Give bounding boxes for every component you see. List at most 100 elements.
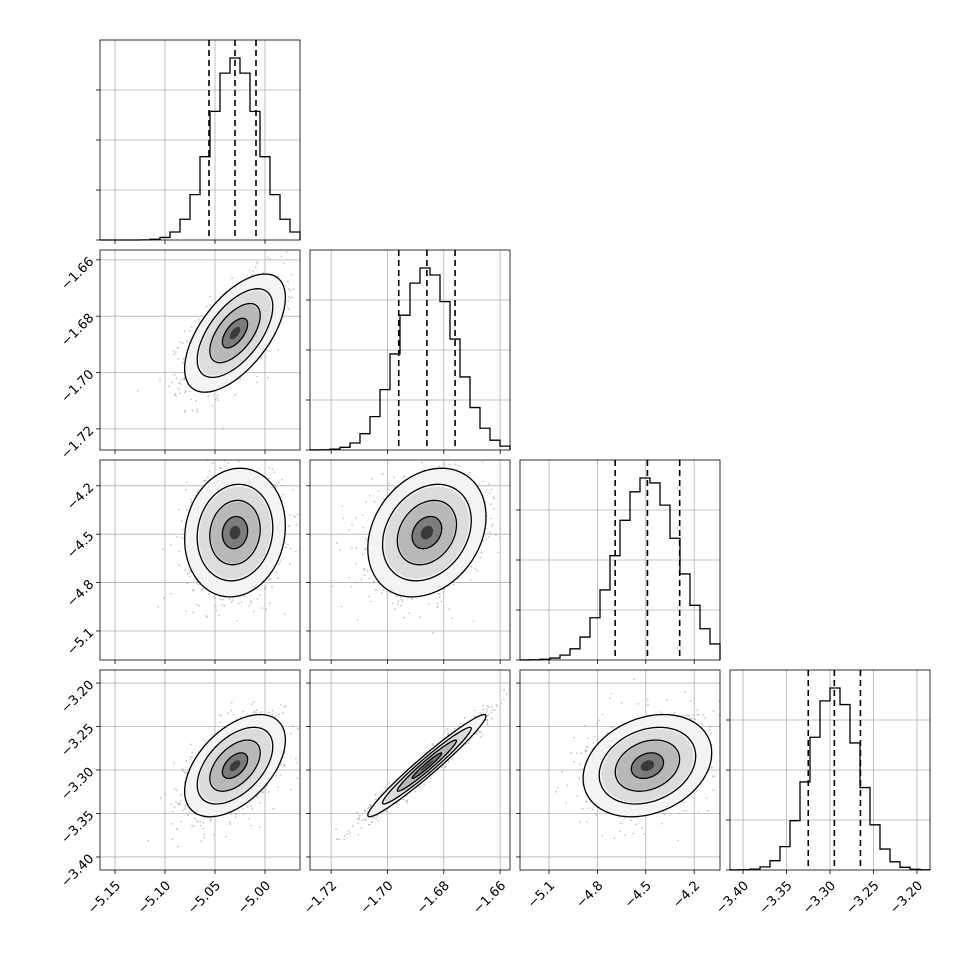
scatter-point — [283, 763, 285, 766]
scatter-point — [203, 479, 205, 482]
scatter-point — [348, 576, 350, 579]
scatter-point — [301, 302, 303, 304]
scatter-point — [383, 498, 385, 501]
scatter-point — [606, 731, 609, 734]
scatter-point — [301, 505, 303, 507]
scatter-point — [432, 744, 434, 747]
scatter-point — [477, 730, 480, 733]
scatter-point — [492, 496, 495, 499]
scatter-point — [280, 255, 283, 258]
scatter-point — [364, 810, 366, 812]
scatter-point — [197, 583, 200, 586]
scatter-point — [482, 708, 485, 711]
scatter-point — [440, 766, 443, 768]
scatter-point — [231, 277, 234, 279]
scatter-point — [190, 498, 193, 501]
scatter-point — [277, 786, 280, 789]
scatter-point — [281, 493, 284, 496]
scatter-point — [248, 604, 251, 607]
y-tick-label: −1.70 — [59, 367, 98, 406]
scatter-point — [173, 373, 176, 376]
scatter-point — [457, 464, 460, 467]
scatter-point — [179, 383, 182, 385]
scatter-point — [365, 819, 367, 822]
scatter-point — [180, 793, 182, 796]
scatter-point — [621, 720, 623, 723]
scatter-point — [446, 453, 448, 455]
scatter-point — [296, 777, 299, 779]
histogram-step — [100, 57, 301, 241]
scatter-point — [266, 256, 269, 259]
scatter-point — [495, 704, 498, 707]
scatter-point — [491, 717, 493, 720]
scatter-point — [357, 822, 360, 824]
scatter-point — [178, 508, 180, 511]
y-tick-label: −3.30 — [59, 765, 98, 804]
scatter-point — [271, 586, 273, 589]
scatter-point — [287, 280, 289, 283]
scatter-point — [335, 542, 338, 545]
scatter-point — [367, 823, 370, 826]
scatter-point — [192, 611, 195, 614]
scatter-point — [280, 764, 282, 766]
scatter-point — [192, 589, 195, 592]
scatter-point — [214, 597, 217, 599]
scatter-point — [184, 411, 186, 413]
scatter-point — [436, 602, 439, 605]
scatter-point — [697, 713, 700, 716]
scatter-point — [296, 513, 299, 516]
scatter-point — [488, 483, 490, 486]
scatter-point — [306, 251, 308, 253]
scatter-point — [187, 814, 190, 816]
scatter-point — [643, 833, 646, 835]
contour-line — [209, 739, 261, 792]
scatter-point — [711, 766, 714, 769]
scatter-point — [306, 285, 308, 287]
scatter-point — [291, 296, 294, 299]
scatter-point — [473, 715, 476, 717]
scatter-point — [170, 823, 173, 825]
scatter-point — [580, 752, 582, 755]
scatter-point — [181, 342, 184, 344]
panel-frame — [99, 249, 301, 451]
scatter-point — [183, 781, 186, 784]
scatter-point — [285, 546, 288, 549]
scatter-point — [611, 726, 614, 728]
scatter-point — [486, 723, 489, 726]
scatter-point — [618, 816, 621, 819]
scatter-point — [486, 714, 489, 717]
scatter-point — [175, 801, 177, 804]
scatter-point — [474, 568, 477, 571]
scatter-point — [489, 531, 491, 534]
scatter-point — [160, 796, 163, 799]
scatter-point — [705, 797, 708, 799]
scatter-point — [226, 712, 229, 714]
scatter-point — [684, 691, 686, 694]
scatter-point — [295, 524, 298, 527]
scatter-point — [351, 523, 353, 526]
scatter-point — [381, 472, 384, 475]
scatter-point — [485, 538, 488, 540]
x-tick-label: −3.40 — [713, 878, 752, 917]
scatter-point — [269, 577, 272, 580]
scatter-point — [189, 390, 191, 393]
x-tick-label: −3.35 — [757, 878, 796, 917]
scatter-point — [371, 817, 374, 819]
scatter-point — [401, 598, 403, 601]
scatter-point — [482, 733, 484, 736]
scatter-point — [376, 819, 379, 822]
scatter-point — [295, 762, 298, 764]
scatter-point — [448, 608, 450, 610]
scatter-point — [181, 768, 184, 770]
scatter-point — [271, 714, 274, 716]
scatter-point — [214, 605, 217, 607]
scatter-point — [490, 503, 492, 506]
scatter-point — [205, 305, 208, 308]
x-tick-label: −5.05 — [185, 878, 224, 917]
scatter-point — [163, 793, 166, 796]
scatter-point — [331, 585, 334, 587]
x-tick-label: −4.5 — [622, 878, 655, 911]
scatter-point — [199, 820, 202, 823]
scatter-point — [170, 803, 173, 806]
scatter-point — [594, 735, 596, 738]
